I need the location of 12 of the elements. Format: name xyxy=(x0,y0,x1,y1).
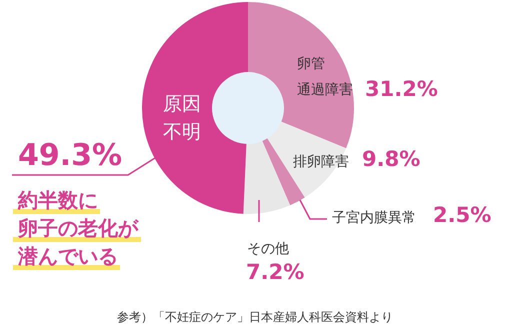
data-label: 7.2% xyxy=(246,260,304,284)
data-label: 2.5% xyxy=(433,203,492,227)
slice-label: 卵管通過障害 xyxy=(297,56,353,98)
data-label: 49.3% xyxy=(18,138,122,173)
slice-label: 原因不明 xyxy=(163,93,201,143)
slice-label: その他 xyxy=(247,241,289,257)
data-label: 9.8% xyxy=(362,147,420,171)
data-label: 31.2% xyxy=(365,77,438,101)
slice-label: 排卵障害 xyxy=(293,154,349,170)
text: 参考）「不妊症のケア」日本産婦人科医会資料より xyxy=(117,310,393,324)
slice-label: 子宮内膜異常 xyxy=(332,210,416,226)
text: 約半数に卵子の老化が潜んでいる xyxy=(17,188,139,268)
